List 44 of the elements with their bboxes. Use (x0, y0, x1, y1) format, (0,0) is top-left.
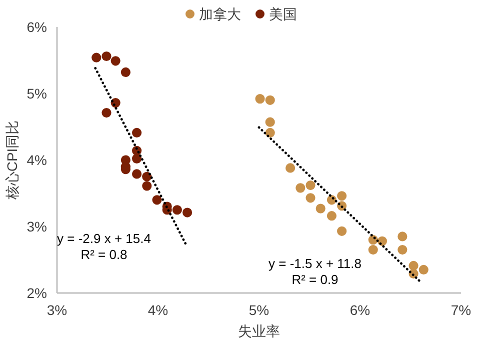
y-axis-title: 核心CPI同比 (4, 120, 20, 201)
point (368, 244, 378, 255)
point (306, 193, 316, 203)
point (110, 56, 120, 66)
point (316, 204, 326, 214)
point (265, 95, 275, 105)
x-tick-label: 6% (350, 302, 370, 318)
x-tick-label: 7% (450, 302, 472, 318)
point (326, 211, 337, 221)
point (265, 117, 275, 127)
point (152, 195, 162, 205)
point (92, 52, 102, 62)
x-tick-label: 3% (46, 302, 68, 318)
point (418, 264, 428, 275)
point (132, 154, 142, 164)
point (337, 226, 347, 236)
y-tick-label: 2% (26, 285, 47, 301)
x-tick-label: 4% (148, 302, 168, 318)
y-tick-label: 5% (26, 86, 47, 102)
point (172, 205, 182, 215)
point (398, 232, 408, 242)
x-tick-label: 5% (248, 302, 270, 318)
point (102, 51, 112, 62)
point (132, 128, 142, 138)
point (398, 244, 408, 255)
point (102, 108, 112, 118)
legend-label: 美国 (269, 6, 297, 22)
point (296, 183, 306, 193)
annotation: y = -1.5 x + 11.8 R² = 0.9 (268, 256, 362, 287)
y-tick-label: 4% (26, 152, 47, 168)
y-tick-label: 3% (26, 218, 47, 234)
point (306, 180, 316, 190)
point (182, 208, 192, 218)
y-tick-label: 6% (26, 19, 47, 35)
legend-label: 加拿大 (199, 6, 241, 22)
annotation: y = -2.9 x + 15.4 R² = 0.8 (57, 231, 151, 262)
point (255, 94, 265, 104)
point (142, 181, 152, 191)
x-axis-title: 失业率 (238, 323, 280, 339)
point (337, 191, 347, 201)
point (286, 163, 296, 173)
point (120, 67, 130, 78)
point (265, 128, 275, 138)
point (132, 169, 142, 179)
